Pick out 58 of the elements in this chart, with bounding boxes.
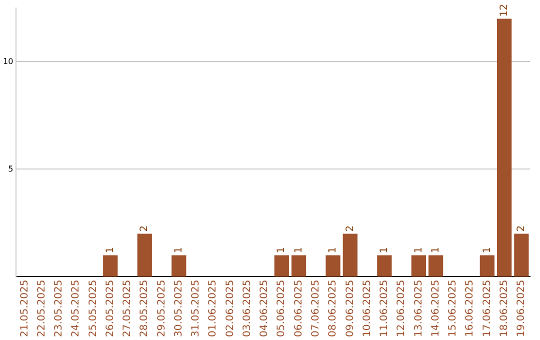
data-label: 1 (173, 246, 184, 254)
x-tick-label: 13.06.2025 (413, 280, 424, 338)
x-tick-label: 09.06.2025 (344, 280, 356, 338)
x-tick-label: 16.06.2025 (464, 280, 476, 338)
bar (428, 255, 444, 277)
x-tick-label: 23.05.2025 (54, 280, 65, 338)
bar (496, 18, 512, 277)
y-tick-label: 10 (2, 56, 14, 66)
bar (480, 255, 495, 277)
x-tick-label: 19.06.2025 (516, 280, 528, 338)
x-tick-label: 18.06.2025 (498, 280, 510, 338)
x-tick-label: 26.05.2025 (104, 280, 116, 338)
bar (103, 255, 118, 277)
x-tick-label: 12.06.2025 (396, 280, 408, 338)
data-label: 2 (516, 225, 528, 232)
x-tick-label: 30.05.2025 (173, 280, 184, 338)
data-label: 1 (430, 246, 442, 254)
y-tick-label: 5 (8, 164, 14, 174)
data-label: 2 (344, 225, 356, 232)
x-tick-label: 17.06.2025 (482, 280, 493, 338)
bar (342, 234, 358, 277)
x-tick-label: 15.06.2025 (448, 280, 459, 338)
data-label: 1 (104, 246, 116, 254)
bar (377, 255, 392, 277)
x-tick-label: 14.06.2025 (430, 280, 442, 338)
data-label: 2 (139, 225, 150, 232)
x-tick-label: 11.06.2025 (379, 280, 390, 338)
x-tick-label: 07.06.2025 (310, 280, 322, 338)
x-tick-label: 10.06.2025 (362, 280, 373, 338)
data-label: 1 (482, 246, 493, 254)
bar (326, 255, 340, 277)
x-tick-label: 25.05.2025 (88, 280, 99, 338)
bar (274, 255, 289, 277)
x-tick-label: 08.06.2025 (328, 280, 339, 338)
x-tick-label: 05.06.2025 (276, 280, 288, 338)
x-tick-label: 02.06.2025 (224, 280, 236, 338)
x-tick-label: 24.05.2025 (70, 280, 82, 338)
bar (172, 255, 186, 277)
data-label: 1 (276, 246, 288, 254)
bar (291, 255, 306, 277)
x-tick-label: 27.05.2025 (122, 280, 134, 338)
data-label: 1 (293, 246, 304, 254)
x-tick-label: 03.06.2025 (242, 280, 253, 338)
x-tick-label: 29.05.2025 (156, 280, 168, 338)
data-label: 1 (379, 246, 390, 254)
bar (411, 255, 426, 277)
x-tick-label: 06.06.2025 (293, 280, 304, 338)
data-label: 1 (328, 246, 339, 254)
x-tick-label: 04.06.2025 (259, 280, 270, 338)
x-tick-label: 28.05.2025 (139, 280, 150, 338)
data-label: 1 (413, 246, 424, 254)
data-label: 12 (498, 4, 510, 17)
x-tick-label: 31.05.2025 (190, 280, 202, 338)
bar (137, 234, 152, 277)
x-tick-label: 21.05.2025 (19, 280, 30, 338)
x-tick-label: 01.06.2025 (208, 280, 219, 338)
bar (514, 234, 529, 277)
x-tick-label: 22.05.2025 (36, 280, 48, 338)
